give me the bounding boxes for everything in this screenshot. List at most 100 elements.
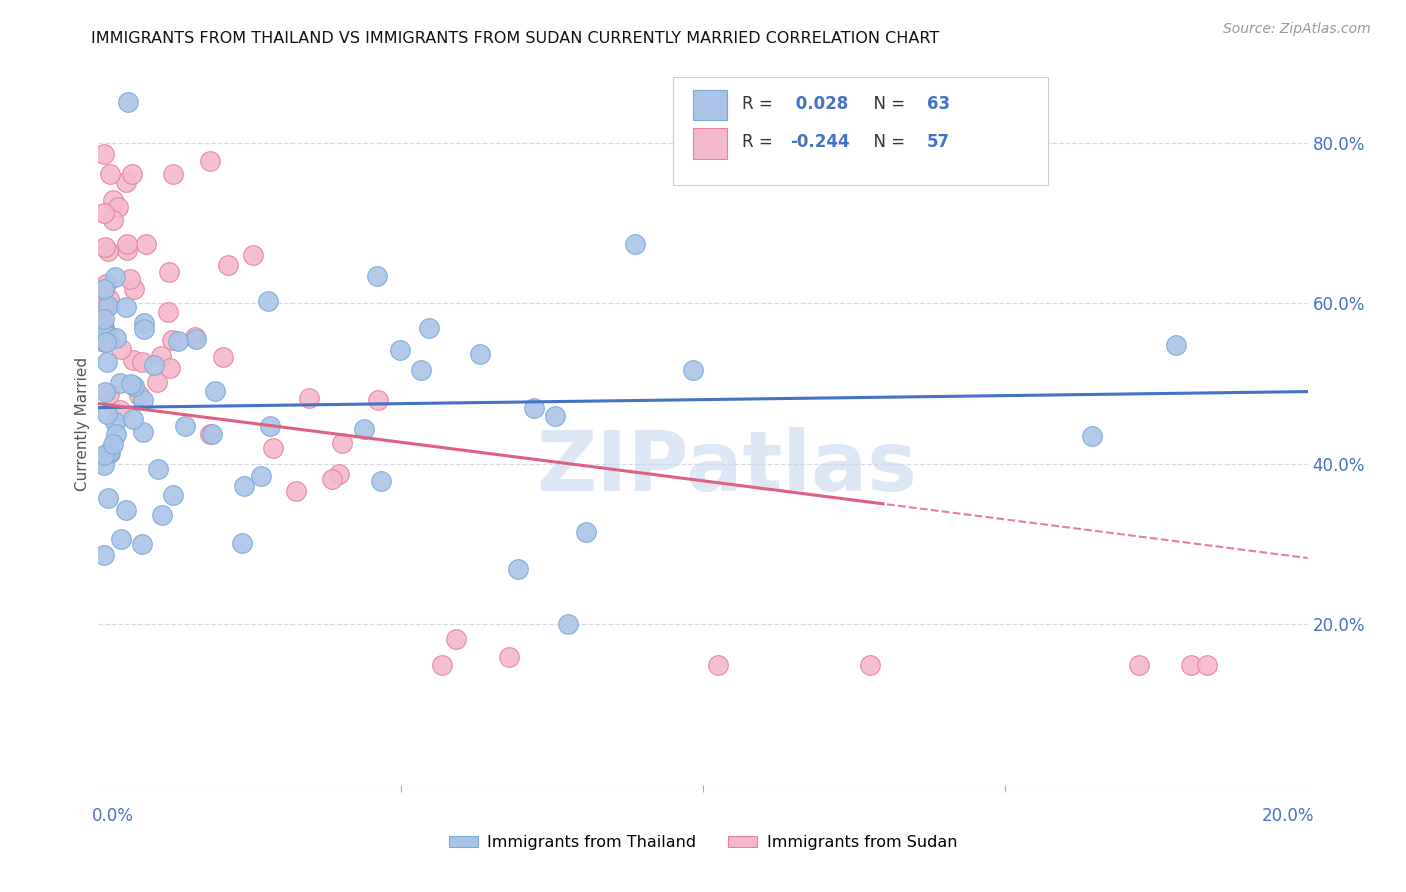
Point — [121, 353, 143, 368]
Point — [184, 332, 207, 346]
Point — [104, 331, 127, 345]
Point — [184, 330, 207, 344]
Point — [96, 326, 118, 341]
Text: 57: 57 — [927, 133, 950, 151]
Point — [101, 436, 124, 450]
Point — [93, 301, 115, 315]
Point — [93, 206, 115, 220]
Point — [96, 355, 118, 369]
Point — [98, 445, 121, 459]
Point — [146, 462, 169, 476]
Point — [250, 469, 273, 483]
Point — [98, 446, 121, 460]
Point — [93, 326, 115, 340]
Point — [150, 508, 173, 523]
Point — [430, 657, 453, 672]
Point — [93, 312, 115, 326]
Point — [149, 349, 172, 363]
Point — [233, 479, 256, 493]
Point — [353, 422, 375, 436]
Point — [97, 300, 120, 314]
Point — [121, 167, 143, 181]
Point — [131, 536, 153, 550]
Point — [104, 269, 127, 284]
Point — [1128, 657, 1150, 672]
Point — [162, 334, 184, 348]
Point — [93, 320, 115, 334]
Point — [98, 292, 121, 306]
Point — [134, 316, 156, 330]
Point — [159, 361, 181, 376]
Point — [366, 269, 388, 284]
Point — [135, 236, 157, 251]
Text: 0.0%: 0.0% — [91, 807, 134, 825]
Point — [523, 401, 546, 415]
Point — [114, 502, 136, 516]
Point — [706, 657, 728, 672]
FancyBboxPatch shape — [672, 77, 1047, 186]
Point — [173, 418, 195, 433]
Point — [157, 305, 180, 319]
Point — [298, 391, 321, 405]
Point — [859, 657, 882, 672]
Point — [110, 343, 132, 357]
Point — [321, 472, 343, 486]
Point — [143, 359, 166, 373]
Point — [93, 303, 115, 318]
Point — [257, 293, 280, 308]
Bar — [693, 128, 727, 159]
Point — [367, 392, 389, 407]
Point — [103, 193, 125, 207]
Point — [132, 425, 155, 439]
Point — [682, 363, 704, 377]
Point — [93, 147, 115, 161]
Point — [93, 458, 115, 472]
Point — [1081, 428, 1104, 442]
Point — [115, 243, 138, 257]
Point — [624, 236, 647, 251]
Text: Source: ZipAtlas.com: Source: ZipAtlas.com — [1223, 22, 1371, 37]
Point — [96, 407, 118, 421]
Point — [1195, 657, 1218, 672]
Point — [231, 535, 253, 549]
Point — [107, 200, 129, 214]
Point — [330, 436, 353, 450]
Point — [212, 351, 235, 365]
Point — [96, 277, 118, 292]
Point — [98, 167, 121, 181]
Point — [93, 283, 115, 297]
Point — [128, 388, 150, 402]
Bar — [693, 90, 727, 120]
Point — [117, 95, 139, 110]
Point — [468, 346, 491, 360]
Point — [104, 427, 127, 442]
Point — [122, 412, 145, 426]
Point — [1180, 657, 1202, 672]
Point — [110, 376, 132, 391]
Point — [110, 532, 132, 546]
Point — [200, 427, 222, 442]
Point — [388, 343, 411, 358]
Point — [201, 426, 224, 441]
Point — [159, 265, 181, 279]
Y-axis label: Currently Married: Currently Married — [75, 357, 90, 491]
Point — [121, 377, 143, 392]
Point — [204, 384, 226, 398]
Text: 20.0%: 20.0% — [1263, 807, 1315, 825]
Point — [217, 258, 239, 272]
Point — [259, 419, 281, 434]
Text: IMMIGRANTS FROM THAILAND VS IMMIGRANTS FROM SUDAN CURRENTLY MARRIED CORRELATION : IMMIGRANTS FROM THAILAND VS IMMIGRANTS F… — [91, 31, 939, 46]
Point — [118, 272, 141, 286]
Point — [115, 300, 138, 314]
Point — [97, 244, 120, 258]
Text: R =: R = — [742, 95, 778, 112]
Point — [97, 387, 120, 401]
Text: 63: 63 — [927, 95, 950, 112]
Point — [93, 334, 115, 349]
Text: -0.244: -0.244 — [790, 133, 849, 151]
Point — [145, 375, 167, 389]
Point — [262, 441, 284, 455]
Point — [114, 175, 136, 189]
Text: N =: N = — [863, 133, 910, 151]
Point — [498, 650, 520, 665]
